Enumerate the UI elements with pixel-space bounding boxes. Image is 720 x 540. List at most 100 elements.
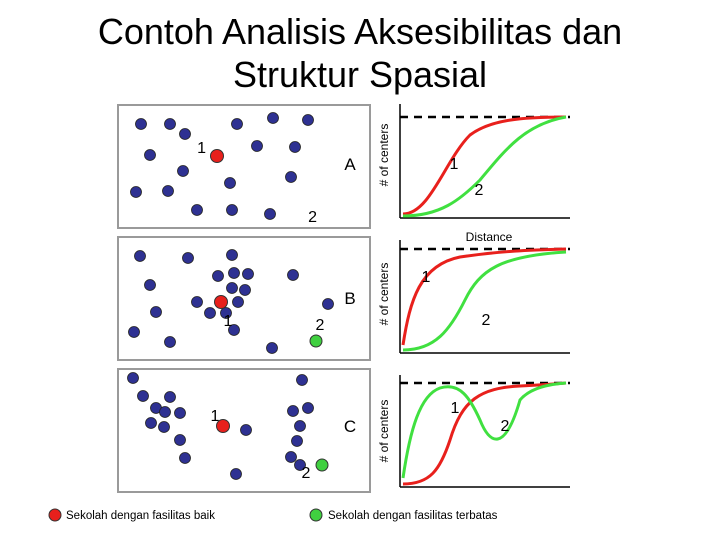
panel-b-letter: B [344,289,355,308]
panel-a-good-label: 1 [197,140,206,157]
center-dot [177,165,189,177]
center-dot [137,390,149,402]
center-dot [302,402,314,414]
panel-a-map: 1 2 A [117,104,371,229]
panel-c-limited-label: 2 [302,465,311,482]
graph-b-curve-good [401,247,567,346]
center-dot [224,177,236,189]
graph-b-ylabel: # of centers [377,263,391,326]
center-dot [144,279,156,291]
graph-b-label-2: 2 [482,312,491,329]
center-dot [191,204,203,216]
center-dot [239,284,251,296]
title-line-1: Contoh Analisis Aksesibilitas dan [97,11,623,52]
center-dot [182,252,194,264]
center-dot [289,141,301,153]
graph-c-ylabel: # of centers [377,400,391,463]
center-dot [212,270,224,282]
center-dot [266,342,278,354]
center-dot [294,420,306,432]
page-title: Contoh Analisis Aksesibilitas dan Strukt… [0,10,720,96]
center-dot [174,407,186,419]
panel-b-good-label: 1 [224,313,233,330]
center-dot [144,149,156,161]
center-dot [322,298,334,310]
center-dot [264,208,276,220]
panel-a-centers [130,112,314,220]
center-dot [226,249,238,261]
center-dot [179,452,191,464]
center-dot [228,324,240,336]
graph-a-xlabel: Distance [466,230,513,244]
center-dot [230,468,242,480]
panel-c-map: 1 2 C [117,368,371,493]
center-dot [251,140,263,152]
center-dot [294,459,306,471]
center-dot [164,391,176,403]
title-line-2: Struktur Spasial [232,54,488,95]
center-dot [285,171,297,183]
center-dot [164,336,176,348]
center-dot [164,118,176,130]
legend-limited-marker [309,508,323,522]
center-dot [134,250,146,262]
center-dot [150,306,162,318]
panel-b-limited-label: 2 [316,317,325,334]
center-dot [231,118,243,130]
center-dot [287,405,299,417]
graph-a-ylabel: # of centers [377,124,391,187]
legend-limited-label: Sekolah dengan fasilitas terbatas [328,510,498,522]
legend-good-label: Sekolah dengan fasilitas baik [66,510,215,522]
graph-b-curve-limited [402,250,567,352]
limited-school-dot [315,458,329,472]
good-school-dot [210,149,224,163]
graph-c-curve-limited [401,381,567,479]
center-dot [228,267,240,279]
center-dot [159,406,171,418]
center-dot [145,417,157,429]
graph-a-label-1: 1 [450,156,459,173]
center-dot [179,128,191,140]
limited-school-dot [309,334,323,348]
center-dot [226,204,238,216]
center-dot [127,372,139,384]
graph-b-label-1: 1 [422,269,431,286]
center-dot [267,112,279,124]
center-dot [204,307,216,319]
center-dot [220,307,232,319]
center-dot [130,186,142,198]
center-dot [158,421,170,433]
panel-a-letter: A [344,155,356,174]
good-school-dot [216,419,230,433]
panel-b-centers [128,249,334,354]
panel-a-frame [117,104,371,229]
panel-b-map: 1 2 B [117,236,371,361]
center-dot [291,435,303,447]
panel-c-letter: C [344,417,356,436]
center-dot [296,374,308,386]
center-dot [191,296,203,308]
panel-a-limited-label: 2 [308,209,317,226]
legend-good-marker [48,508,62,522]
center-dot [242,268,254,280]
panel-c-centers [127,372,314,480]
graph-b: # of centers 1 2 [377,240,570,354]
graph-c: # of centers 1 2 [377,375,570,488]
center-dot [232,296,244,308]
graph-c-label-1: 1 [451,400,460,417]
center-dot [162,185,174,197]
center-dot [287,269,299,281]
panel-c-good-label: 1 [211,408,220,425]
center-dot [302,114,314,126]
center-dot [240,424,252,436]
good-school-dot [214,295,228,309]
center-dot [285,451,297,463]
graph-a-label-2: 2 [475,182,484,199]
center-dot [128,326,140,338]
graph-a-curve-limited [402,115,567,218]
center-dot [135,118,147,130]
graph-a: # of centers Distance 1 2 [377,104,570,244]
panel-b-frame [117,236,371,361]
graph-c-label-2: 2 [501,418,510,435]
